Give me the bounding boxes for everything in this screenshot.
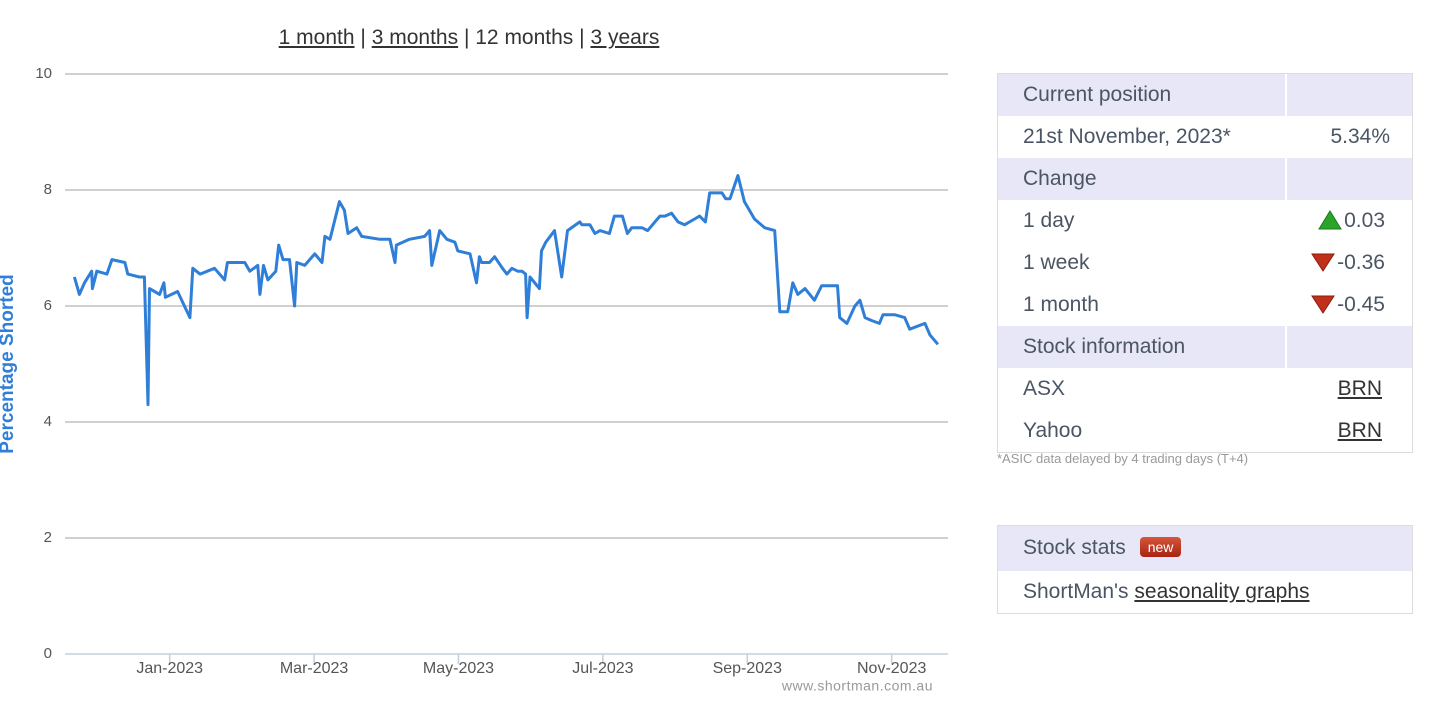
seasonality-link[interactable]: seasonality graphs: [1134, 580, 1310, 604]
data-line: [72, 174, 940, 407]
x-tick-label: Sep-2023: [713, 660, 782, 677]
footnote: *ASIC data delayed by 4 trading days (T+…: [997, 451, 1249, 466]
row-value: 0.03: [1344, 209, 1385, 233]
x-tick-label: Jan-2023: [136, 660, 203, 677]
section-header: Stock stats: [1023, 536, 1126, 560]
section-header: Stock information: [998, 326, 1287, 369]
y-tick-label: 10: [35, 65, 52, 82]
range-link[interactable]: 3 months: [371, 26, 459, 49]
range-nav: 1 month | 3 months | 12 months | 3 years: [0, 26, 938, 50]
position-panel: Current position 21st November, 2023* 5.3…: [997, 73, 1413, 453]
new-badge: new: [1139, 537, 1182, 558]
stats-text: ShortMan's: [1023, 580, 1129, 604]
y-tick-label: 6: [44, 297, 52, 314]
row-value: 5.34%: [1330, 125, 1390, 149]
row-label: 21st November, 2023*: [1023, 125, 1231, 149]
down-arrow: [1311, 253, 1336, 272]
row-value: -0.36: [1337, 251, 1385, 274]
y-tick-label: 4: [44, 413, 52, 430]
stats-panel: Stock stats new ShortMan's seasonality gr…: [997, 525, 1413, 614]
row-value: -0.45: [1337, 293, 1385, 316]
ticker-link[interactable]: BRN: [1337, 377, 1382, 401]
credit: www.shortman.com.au: [781, 678, 933, 694]
section-header: Current position: [998, 74, 1287, 117]
ticker-link[interactable]: BRN: [1337, 419, 1382, 442]
row-label: 1 month: [1023, 293, 1099, 316]
position-table: Current position 21st November, 2023* 5.3…: [998, 74, 1412, 452]
x-tick-label: Nov-2023: [857, 660, 926, 677]
row-label: Yahoo: [1023, 419, 1083, 442]
up-arrow: [1318, 210, 1343, 230]
range-link[interactable]: 3 years: [590, 26, 660, 49]
range-link[interactable]: 1 month: [278, 26, 355, 49]
range-current: 12 months: [475, 26, 574, 49]
x-tick-label: Mar-2023: [280, 660, 349, 677]
down-arrow: [1311, 295, 1336, 314]
separator: |: [463, 26, 470, 49]
separator: |: [579, 26, 585, 49]
x-tick-label: Jul-2023: [572, 660, 633, 677]
section-header: Change: [998, 158, 1287, 201]
y-tick-label: 2: [44, 529, 52, 546]
y-tick-label: 0: [44, 645, 52, 662]
y-axis-label: Percentage Shorted: [0, 274, 18, 454]
row-label: 1 day: [1023, 209, 1075, 233]
chart: Percentage Shorted www.shortman.com.au 0…: [0, 65, 948, 694]
row-label: 1 week: [1023, 251, 1090, 274]
stats-table: Stock stats new ShortMan's seasonality gr…: [998, 526, 1412, 613]
separator: |: [360, 26, 366, 49]
y-tick-label: 8: [44, 181, 52, 198]
x-tick-label: May-2023: [423, 660, 494, 677]
row-label: ASX: [1023, 377, 1066, 401]
